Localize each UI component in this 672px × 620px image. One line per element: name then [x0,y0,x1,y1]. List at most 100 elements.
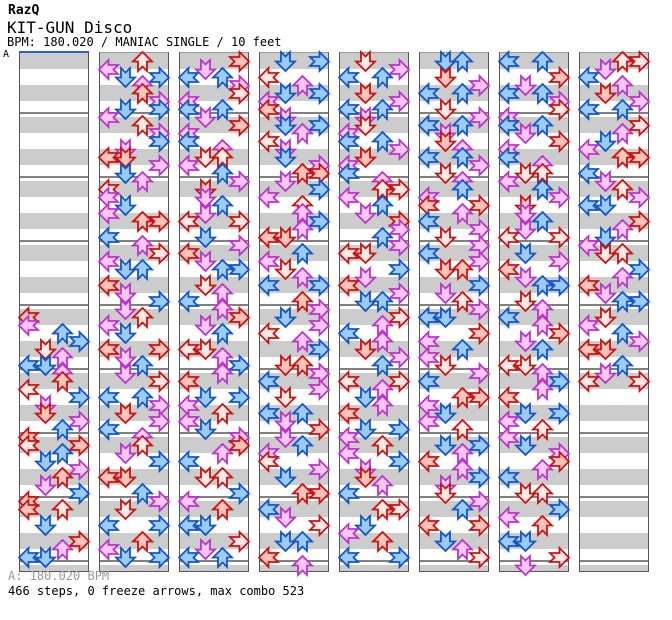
up-note-arrow-icon [290,242,315,265]
up-note-arrow-icon [450,538,475,561]
measure-line [260,240,328,242]
up-note-arrow-icon [210,346,235,369]
left-note-arrow-icon [497,385,521,409]
left-note-arrow-icon [497,305,521,329]
up-note-arrow-icon [50,346,75,369]
up-note-arrow-icon [50,466,75,489]
up-note-arrow-icon [530,378,555,401]
down-note-arrow-icon [513,433,538,456]
chart-column [177,49,251,572]
down-note-arrow-icon [513,121,538,144]
up-note-arrow-icon [210,98,235,121]
left-note-arrow-icon [97,105,121,129]
right-note-arrow-icon [627,257,651,281]
down-note-arrow-icon [593,281,618,304]
right-note-arrow-icon [387,281,411,305]
start-marker-label: A [3,49,10,60]
left-note-arrow-icon [257,497,281,521]
right-note-arrow-icon [547,401,571,425]
down-note-arrow-icon [113,97,138,120]
up-note-arrow-icon [210,362,235,385]
down-note-arrow-icon [353,337,378,360]
up-note-arrow-icon [130,50,155,73]
down-note-arrow-icon [513,217,538,240]
measure-line [20,432,88,434]
measure-line [340,368,408,370]
down-note-arrow-icon [113,545,138,568]
right-note-arrow-icon [147,369,171,393]
measure-line [580,432,648,434]
up-note-arrow-icon [450,178,475,201]
down-note-arrow-icon [113,321,138,344]
up-note-arrow-icon [130,354,155,377]
left-note-arrow-icon [97,249,121,273]
left-note-arrow-icon [497,257,521,281]
left-note-arrow-icon [337,97,361,121]
left-note-arrow-icon [257,369,281,393]
down-note-arrow-icon [433,161,458,184]
down-note-arrow-icon [273,145,298,168]
down-note-arrow-icon [273,81,298,104]
up-note-arrow-icon [530,114,555,137]
measure-line [260,496,328,498]
right-note-arrow-icon [307,113,331,137]
down-note-arrow-icon [513,265,538,288]
up-note-arrow-icon [530,82,555,105]
up-note-arrow-icon [50,418,75,441]
measure-line [180,176,248,178]
up-note-arrow-icon [50,322,75,345]
down-note-arrow-icon [273,305,298,328]
down-note-arrow-icon [593,129,618,152]
up-note-arrow-icon [290,218,315,241]
right-note-arrow-icon [547,497,571,521]
up-note-arrow-icon [530,274,555,297]
artist-name: RazQ [8,3,40,18]
left-note-arrow-icon [417,305,441,329]
measure-line [500,112,568,114]
down-note-arrow-icon [273,505,298,528]
right-note-arrow-icon [547,249,571,273]
right-note-arrow-icon [627,49,651,73]
right-note-arrow-icon [227,81,251,105]
left-note-arrow-icon [417,513,441,537]
measure-line [420,112,488,114]
down-note-arrow-icon [193,513,218,536]
left-note-arrow-icon [497,425,521,449]
right-note-arrow-icon [307,481,331,505]
down-note-arrow-icon [353,81,378,104]
measure-line [500,368,568,370]
up-note-arrow-icon [370,178,395,201]
up-note-arrow-icon [290,202,315,225]
right-note-arrow-icon [227,209,251,233]
up-note-arrow-icon [210,322,235,345]
left-note-arrow-icon [257,321,281,345]
up-note-arrow-icon [370,330,395,353]
right-note-arrow-icon [467,321,491,345]
up-note-arrow-icon [210,298,235,321]
left-note-arrow-icon [257,545,281,569]
left-note-arrow-icon [337,273,361,297]
left-note-arrow-icon [577,161,601,185]
left-note-arrow-icon [257,449,281,473]
down-note-arrow-icon [353,513,378,536]
measure-line [340,432,408,434]
measure-line [420,496,488,498]
up-note-arrow-icon [290,330,315,353]
up-note-arrow-icon [210,162,235,185]
right-note-arrow-icon [547,321,571,345]
measure-line [500,560,568,562]
left-note-arrow-icon [577,65,601,89]
up-note-arrow-icon [450,458,475,481]
left-note-arrow-icon [97,513,121,537]
up-note-arrow-icon [130,170,155,193]
left-note-arrow-icon [257,225,281,249]
down-note-arrow-icon [353,113,378,136]
up-note-arrow-icon [450,258,475,281]
right-note-arrow-icon [147,337,171,361]
up-note-arrow-icon [290,482,315,505]
right-note-arrow-icon [67,457,91,481]
left-note-arrow-icon [577,313,601,337]
down-note-arrow-icon [433,481,458,504]
down-note-arrow-icon [113,441,138,464]
right-note-arrow-icon [467,489,491,513]
